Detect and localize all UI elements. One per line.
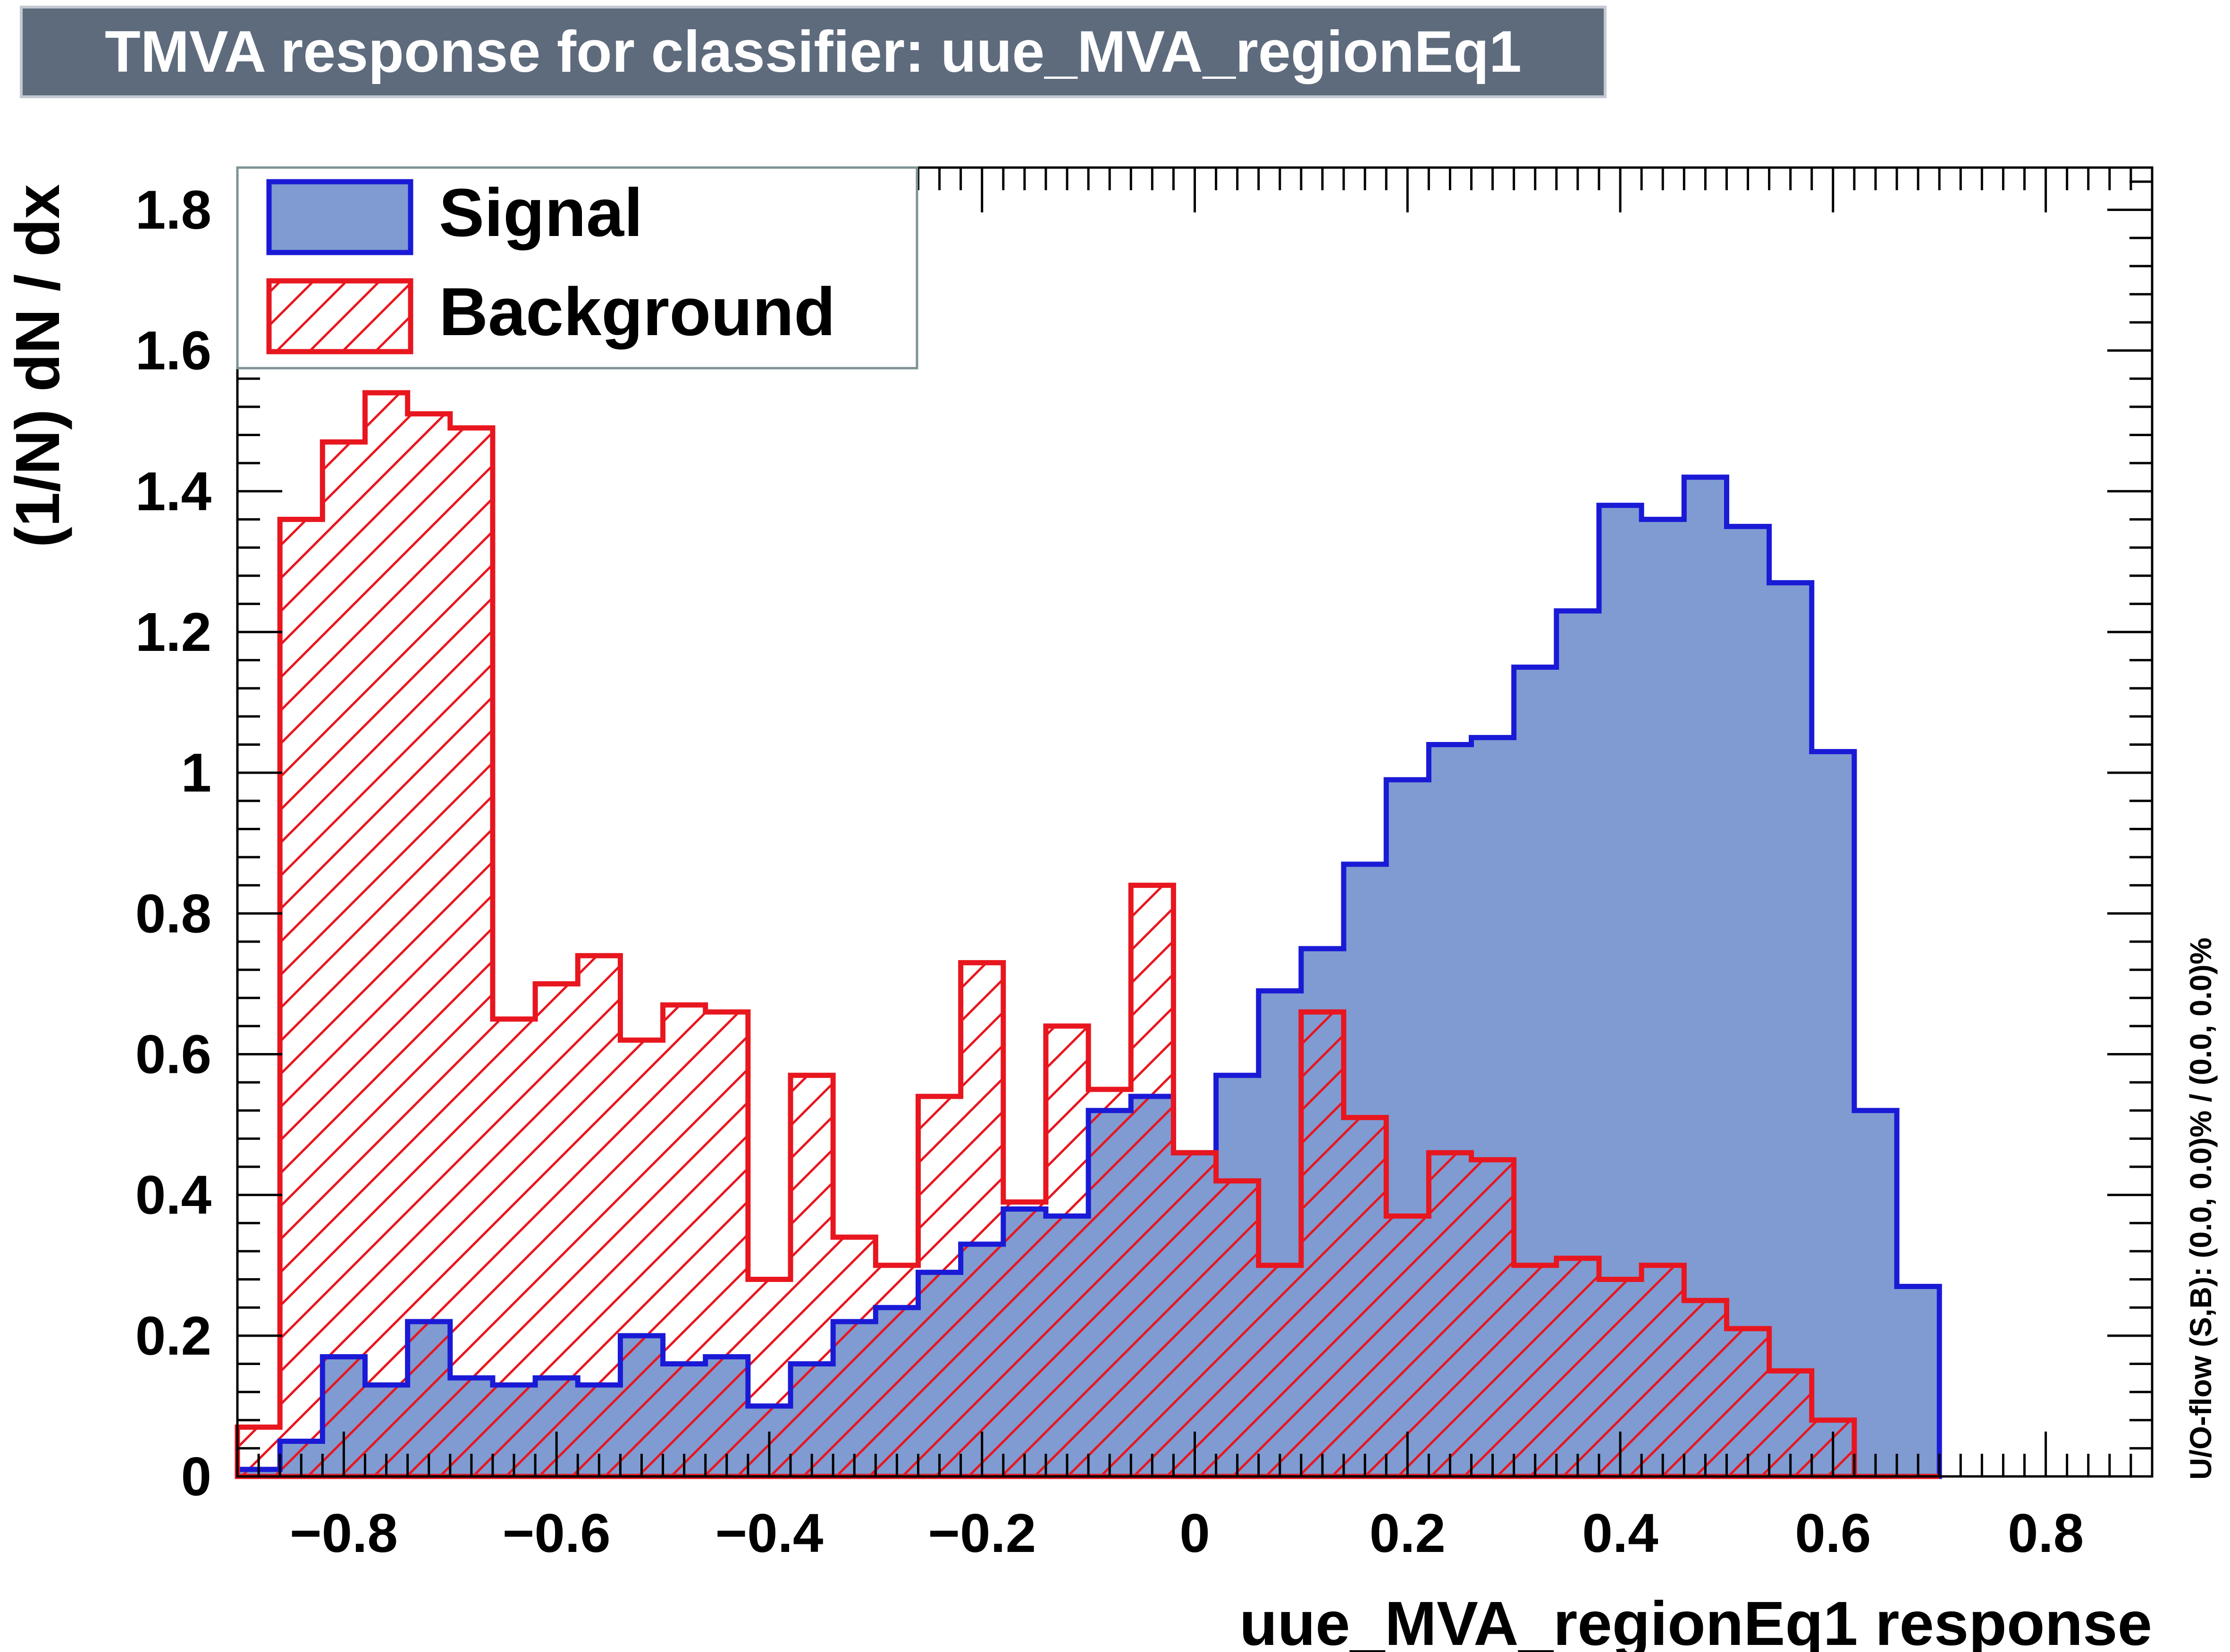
plot-area <box>235 390 1942 1479</box>
chart-title: TMVA response for classifier: uue_MVA_re… <box>105 19 1522 84</box>
y-tick-label: 0.2 <box>135 1305 211 1366</box>
chart-title-box: TMVA response for classifier: uue_MVA_re… <box>20 6 1607 98</box>
y-tick-label: 0.6 <box>135 1023 211 1085</box>
x-axis-label: uue_MVA_regionEq1 response <box>1239 1589 2152 1652</box>
y-axis-label: (1/N) dN / dx <box>3 184 72 548</box>
axes: −0.8 −0.6 −0.4 −0.2 0 0.2 0.4 0.6 0.8 0 0.2 0.4 0.6 0… <box>135 166 2154 1564</box>
y-tick-label: 1.2 <box>135 601 211 663</box>
y-tick-label: 0 <box>181 1446 211 1507</box>
y-tick-label: 0.8 <box>135 883 211 944</box>
background-line <box>235 390 1940 1479</box>
legend-background-swatch <box>266 278 413 354</box>
legend-label: Signal <box>439 175 643 251</box>
x-tick-label: −0.8 <box>290 1502 398 1564</box>
x-tick-label: 0 <box>1179 1502 1210 1564</box>
signal-line <box>235 474 1942 1479</box>
y-tick-label: 0.4 <box>135 1164 211 1226</box>
y-tick-label: 1 <box>181 742 211 803</box>
y-tick-label: 1.4 <box>135 461 211 522</box>
x-tick-label: −0.6 <box>503 1502 611 1564</box>
x-tick-label: 0.8 <box>2008 1502 2084 1564</box>
y-tick-label: 1.6 <box>135 320 211 381</box>
x-tick-label: 0.4 <box>1582 1502 1658 1564</box>
y-tick-label: 1.8 <box>135 179 211 240</box>
legend-signal-swatch <box>266 179 413 255</box>
x-tick-label: −0.2 <box>928 1502 1036 1564</box>
x-tick-label: 0.2 <box>1370 1502 1446 1564</box>
legend-label: Background <box>439 274 835 350</box>
x-tick-label: 0.6 <box>1795 1502 1871 1564</box>
x-tick-label: −0.4 <box>715 1502 823 1564</box>
overflow-label: U/O-flow (S,B): (0.0, 0.0)% / (0.0, 0.0)… <box>2184 937 2218 1480</box>
legend: Signal Background <box>236 166 918 370</box>
